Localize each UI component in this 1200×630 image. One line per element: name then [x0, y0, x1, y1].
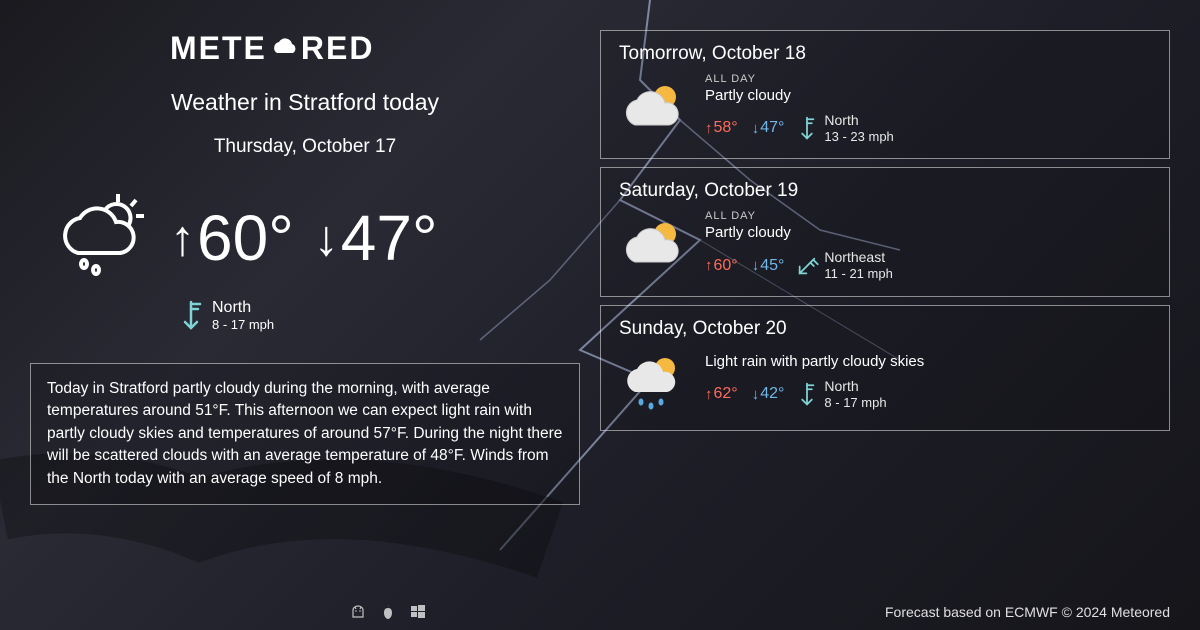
wind-speed: 8 - 17 mph: [212, 317, 274, 333]
arrow-down-icon: ↓: [752, 120, 760, 137]
windows-icon: [410, 604, 426, 620]
condition-text: Partly cloudy: [705, 224, 1151, 241]
brand-text-a: METE: [170, 30, 267, 67]
arrow-up-icon: ↑: [705, 257, 713, 274]
wind-flag-icon: [180, 300, 202, 330]
arrow-up-icon: ↑: [705, 386, 713, 403]
forecast-card: Sunday, October 20 Light rain with partly…: [600, 305, 1170, 431]
cloud-sun-rain-icon: [50, 188, 150, 288]
today-wind: North 8 - 17 mph: [30, 298, 580, 333]
page-title: Weather in Stratford today: [30, 89, 580, 116]
wind-direction: North: [824, 112, 893, 129]
forecast-date: Tomorrow, October 18: [619, 43, 1151, 65]
wind-direction: North: [212, 298, 274, 317]
today-summary: ↑ 60° ↓ 47°: [30, 188, 580, 288]
wind-direction: Northeast: [824, 249, 892, 266]
forecast-list: Tomorrow, October 18 ALL DAY Partly cloudy…: [600, 30, 1170, 630]
forecast-low: ↓42°: [752, 385, 785, 403]
allday-label: ALL DAY: [705, 210, 1151, 222]
today-high: ↑ 60°: [170, 201, 294, 275]
arrow-down-icon: ↓: [314, 209, 339, 267]
footer-text: Forecast based on ECMWF © 2024 Meteored: [885, 604, 1170, 620]
arrow-down-icon: ↓: [752, 257, 760, 274]
brand-logo: METE RED: [170, 30, 580, 67]
brand-cloud-icon: [269, 30, 299, 67]
footer: Forecast based on ECMWF © 2024 Meteored: [30, 604, 1170, 620]
today-description: Today in Stratford partly cloudy during …: [30, 363, 580, 505]
today-date: Thursday, October 17: [30, 136, 580, 158]
wind-speed: 8 - 17 mph: [824, 395, 886, 411]
arrow-up-icon: ↑: [705, 120, 713, 137]
forecast-card: Tomorrow, October 18 ALL DAY Partly cloudy…: [600, 30, 1170, 159]
forecast-date: Saturday, October 19: [619, 180, 1151, 202]
apple-icon: [380, 604, 396, 620]
forecast-low: ↓47°: [752, 119, 785, 137]
condition-text: Light rain with partly cloudy skies: [705, 353, 1151, 370]
weather-icon: [619, 75, 687, 143]
forecast-card: Saturday, October 19 ALL DAY Partly cloudy…: [600, 167, 1170, 296]
arrow-down-icon: ↓: [752, 386, 760, 403]
allday-label: ALL DAY: [705, 73, 1151, 85]
platform-icons: [350, 604, 426, 620]
brand-text-b: RED: [301, 30, 375, 67]
wind-speed: 13 - 23 mph: [824, 129, 893, 145]
wind-speed: 11 - 21 mph: [824, 266, 892, 282]
weather-icon: [619, 348, 687, 416]
forecast-wind: Northeast11 - 21 mph: [798, 249, 892, 281]
wind-direction: North: [824, 378, 886, 395]
today-low: ↓ 47°: [314, 201, 438, 275]
forecast-date: Sunday, October 20: [619, 318, 1151, 340]
condition-text: Partly cloudy: [705, 87, 1151, 104]
arrow-up-icon: ↑: [170, 209, 195, 267]
forecast-wind: North13 - 23 mph: [798, 112, 893, 144]
forecast-high: ↑58°: [705, 119, 738, 137]
forecast-low: ↓45°: [752, 257, 785, 275]
forecast-high: ↑62°: [705, 385, 738, 403]
forecast-wind: North8 - 17 mph: [798, 378, 886, 410]
android-icon: [350, 604, 366, 620]
weather-icon: [619, 212, 687, 280]
forecast-high: ↑60°: [705, 257, 738, 275]
